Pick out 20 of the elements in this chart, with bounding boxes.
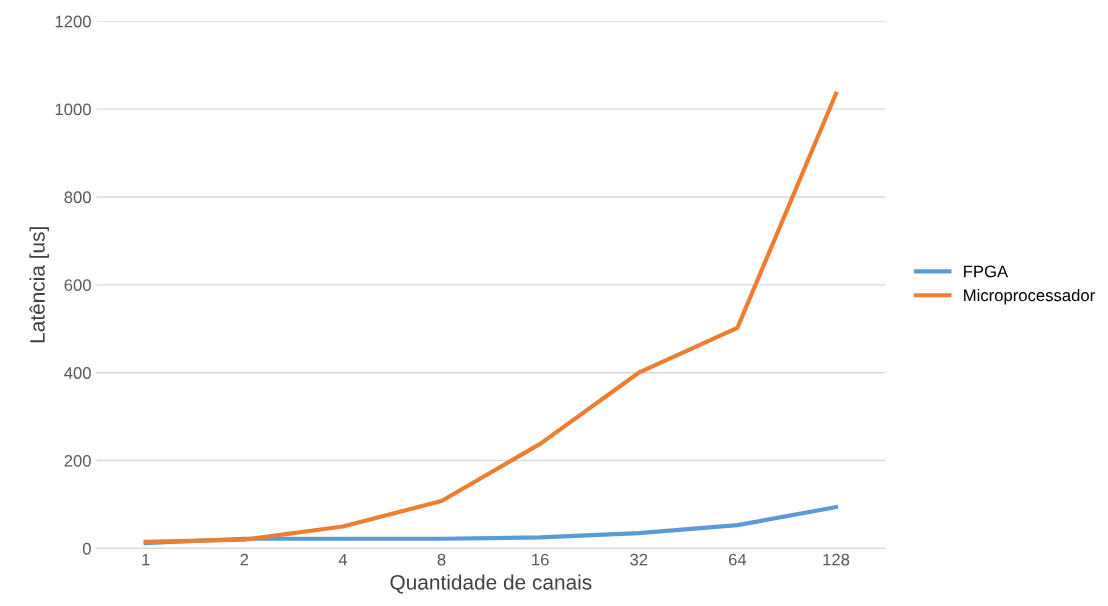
x-axis-title: Quantidade de canais: [390, 574, 592, 594]
x-tick-label: 32: [630, 553, 648, 566]
y-tick-label: 1000: [55, 103, 91, 116]
y-tick-label: 0: [82, 542, 91, 555]
y-tick-label: 400: [64, 367, 91, 379]
line-series: [143, 91, 839, 544]
y-tick-label: 200: [64, 454, 91, 467]
x-tick-label: 8: [437, 553, 446, 566]
y-tick-label: 1200: [55, 15, 91, 28]
x-tick-label: 16: [532, 553, 549, 566]
x-tick-label: 1: [142, 553, 150, 566]
legend-label: Microprocessador: [964, 288, 1095, 305]
x-tick-label: 64: [728, 553, 747, 566]
x-tick-label: 2: [240, 553, 249, 566]
y-axis-title: Latência [us]: [29, 227, 49, 343]
y-tick-label: 800: [64, 191, 91, 204]
x-tick-label: 128: [823, 553, 850, 566]
legend-label: FPGA: [964, 265, 1009, 278]
y-tick-label: 600: [64, 279, 91, 292]
x-tick-label: 4: [338, 553, 348, 566]
